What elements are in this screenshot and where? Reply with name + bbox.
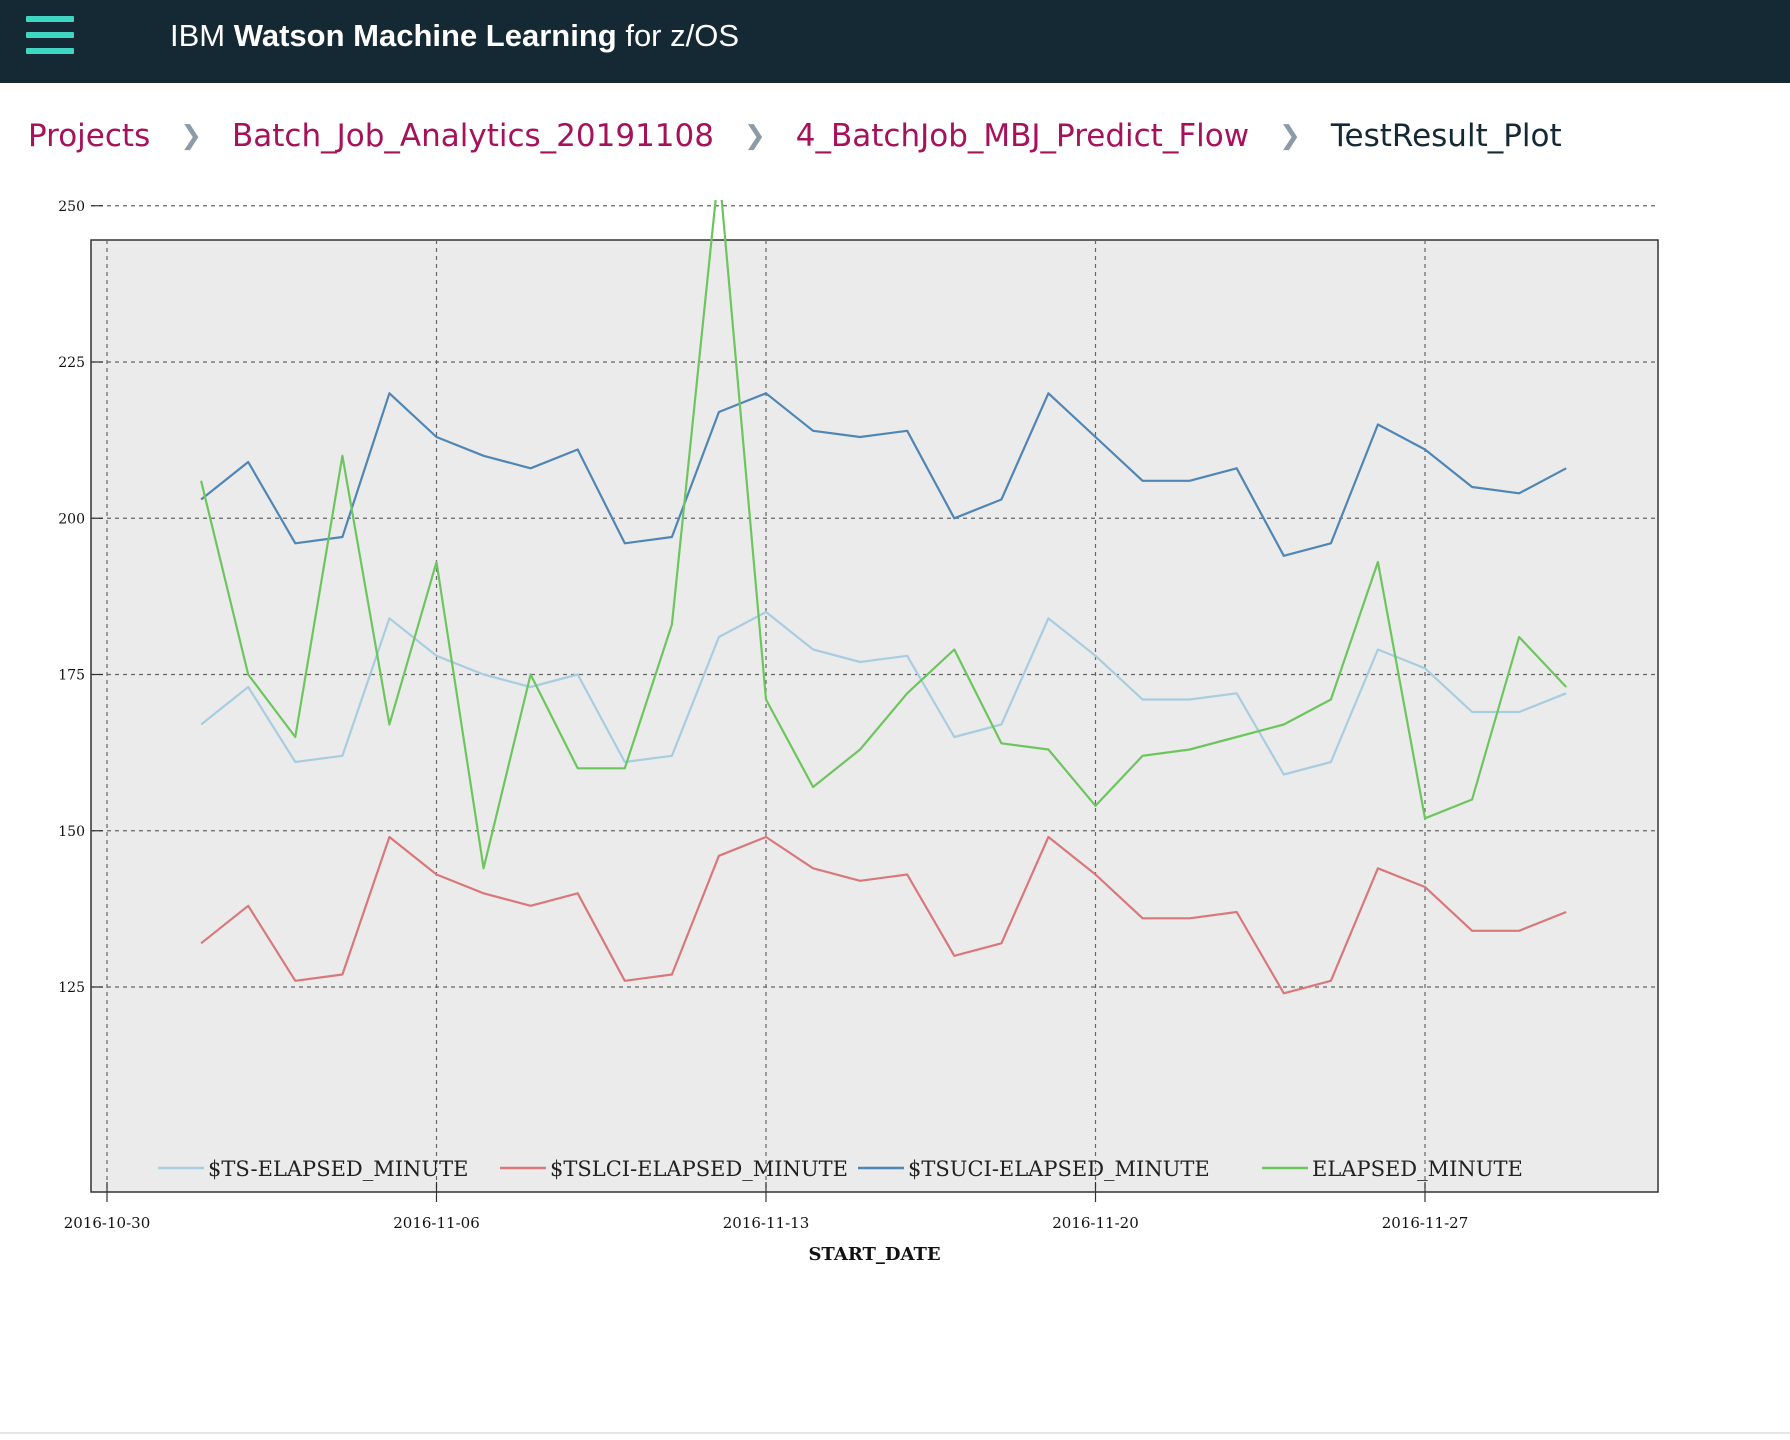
series-line-3 <box>200 392 1567 557</box>
series-line-2 <box>200 835 1567 995</box>
product-title: IBM Watson Machine Learning for z/OS <box>170 18 739 54</box>
brand-prefix: IBM <box>170 18 226 53</box>
menu-bar-line <box>26 32 74 38</box>
chevron-right-icon: ❯ <box>743 121 766 151</box>
x-tick-label: 2016-10-30 <box>64 1214 150 1232</box>
y-tick-label: 150 <box>58 824 85 840</box>
legend-label: $TS-ELAPSED_MINUTE <box>208 1157 468 1181</box>
y-tick-label: 225 <box>58 355 85 371</box>
x-axis-title: START_DATE <box>808 1244 940 1265</box>
chart-container: 125 150 175 200 225 250 2016-10-30 2016-11-06 20… <box>0 167 1790 1400</box>
breadcrumb-flow[interactable]: 4_BatchJob_MBJ_Predict_Flow <box>795 118 1250 154</box>
series-line-4 <box>200 167 1568 870</box>
breadcrumb-current-page: TestResult_Plot <box>1330 118 1562 154</box>
line-chart: 125 150 175 200 225 250 2016-10-30 2016-11-06 20… <box>58 167 1659 1265</box>
breadcrumb-projects[interactable]: Projects <box>28 118 151 154</box>
x-tick-label: 2016-11-27 <box>1382 1214 1468 1232</box>
y-tick-label: 250 <box>58 200 85 215</box>
y-tick-label: 200 <box>58 511 85 527</box>
x-tick-label: 2016-11-06 <box>393 1214 479 1232</box>
menu-bar-line <box>26 16 74 22</box>
brand-name: Watson Machine Learning <box>233 18 617 53</box>
brand-suffix: for z/OS <box>625 18 740 53</box>
bottom-divider <box>0 1432 1790 1434</box>
chevron-right-icon: ❯ <box>1279 121 1301 151</box>
breadcrumb: Projects ❯ Batch_Job_Analytics_20191108 … <box>28 112 1562 160</box>
chevron-right-icon: ❯ <box>180 121 203 151</box>
plot-area <box>90 239 1659 1193</box>
breadcrumb-project[interactable]: Batch_Job_Analytics_20191108 <box>232 118 714 154</box>
x-tick-label: 2016-11-20 <box>1052 1214 1138 1232</box>
hamburger-menu-icon[interactable] <box>26 16 74 56</box>
x-tick-label: 2016-11-13 <box>723 1214 809 1232</box>
top-navigation-bar: IBM Watson Machine Learning for z/OS <box>0 0 1790 83</box>
y-tick-label: 125 <box>58 980 85 996</box>
legend-label: $TSLCI-ELAPSED_MINUTE <box>550 1157 848 1181</box>
legend-label: $TSUCI-ELAPSED_MINUTE <box>908 1157 1210 1181</box>
legend-label: ELAPSED_MINUTE <box>1312 1157 1523 1181</box>
menu-bar-line <box>26 48 74 54</box>
series-line-1 <box>200 610 1567 776</box>
y-tick-label: 175 <box>58 668 85 684</box>
